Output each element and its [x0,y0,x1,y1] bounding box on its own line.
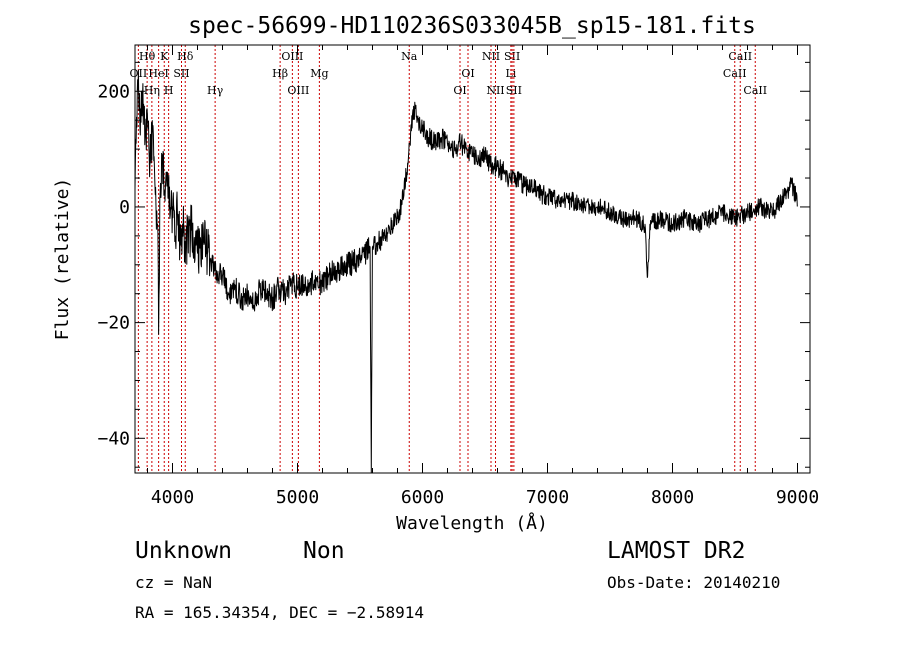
x-tick-label: 6000 [401,487,444,508]
marker-label: Na [401,50,418,63]
marker-label: SII [504,50,520,63]
spectrum-line [134,69,798,474]
marker-label: NII [482,50,500,63]
marker-label: K [160,50,169,63]
y-tick-label: 0 [119,197,130,218]
spectrum-series [134,69,798,474]
x-tick-label: 7000 [526,487,569,508]
marker-label: Hβ [272,67,288,80]
marker-label: Hδ [177,50,194,63]
marker-label: OIII [281,50,303,63]
marker-label: OIII [287,84,309,97]
redshift-cz: cz = NaN [135,573,213,592]
marker-label: Hθ [139,50,156,63]
y-tick-label: −40 [97,428,130,449]
x-axis-label: Wavelength (Å) [396,512,548,534]
marker-label: Hη [144,84,160,97]
marker-label: Hγ [207,84,224,97]
marker-label: CaII [743,84,767,97]
object-class: Unknown [135,538,232,564]
survey-name: LAMOST DR2 [607,538,746,564]
marker-label: Li [505,67,516,80]
x-tick-label: 8000 [651,487,694,508]
x-tick-label: 9000 [776,487,819,508]
marker-label: SII [173,67,189,80]
chart-title: spec-56699-HD110236S033045B_sp15-181.fit… [188,13,756,39]
marker-label: H [164,84,174,97]
y-tick-label: 200 [97,81,130,102]
marker-label: HeI [148,67,168,80]
x-tick-label: 5000 [276,487,319,508]
coordinates: RA = 165.34354, DEC = −2.58914 [135,603,424,622]
marker-label: Mg [310,67,328,80]
observation-date: Obs-Date: 20140210 [607,573,781,592]
marker-label: SII [506,84,522,97]
y-axis-label: Flux (relative) [52,178,73,341]
marker-label: NII [486,84,504,97]
plot-frame [134,44,811,474]
object-subclass: Non [303,538,345,564]
axes: 4000 5000 6000 7000 8000 9000 −40 −20 0 200 [97,45,819,508]
x-tick-label: 4000 [151,487,194,508]
y-tick-label: −20 [97,313,130,334]
marker-label: CaII [723,67,747,80]
marker-label: OI [453,84,466,97]
marker-label: CaII [728,50,752,63]
marker-label: OI [461,67,474,80]
